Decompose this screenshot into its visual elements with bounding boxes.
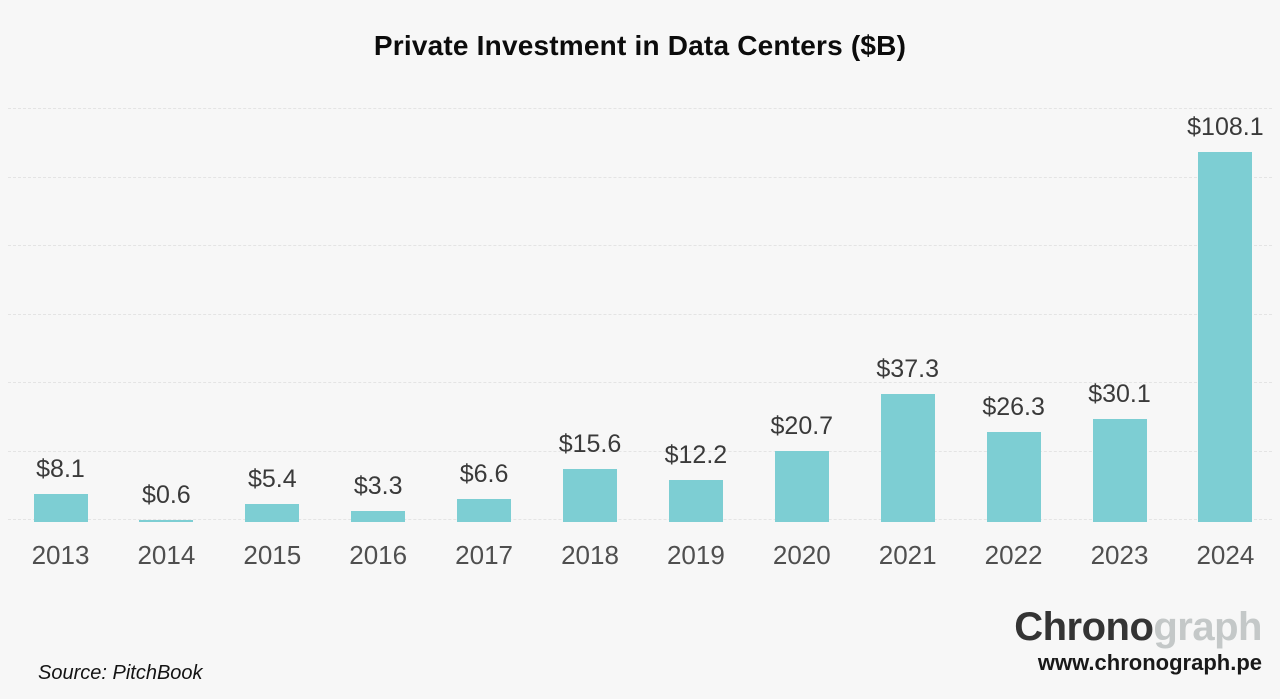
bar (245, 503, 300, 522)
bar (139, 519, 194, 522)
chronograph-logo: Chronograph (1014, 606, 1262, 648)
source-note: Source: PitchBook (38, 662, 203, 684)
gridline (8, 245, 1272, 246)
chart-title: Private Investment in Data Centers ($B) (373, 30, 907, 61)
logo-text-light: graph (1153, 605, 1262, 649)
bar-value-label: $8.1 (36, 455, 85, 484)
bar-value-label: $0.6 (142, 480, 191, 509)
x-axis-label: 2019 (666, 540, 725, 570)
x-axis-label: 2018 (561, 540, 619, 570)
bar (1092, 418, 1147, 522)
x-axis-label: 2020 (772, 540, 831, 570)
x-axis-label: 2013 (31, 540, 90, 570)
branding-block: Chronograph www.chronograph.pe (1014, 606, 1262, 676)
x-axis-label: 2016 (349, 540, 408, 570)
gridline (8, 450, 1272, 452)
x-axis-label: 2021 (878, 540, 937, 570)
bar (563, 468, 617, 522)
bar-value-label: $5.4 (247, 464, 297, 493)
bar (351, 510, 406, 522)
bar (457, 499, 512, 522)
x-axis-label: 2017 (455, 540, 514, 570)
bar-value-label: $37.3 (876, 355, 939, 384)
bar (774, 451, 829, 522)
gridline (8, 382, 1272, 383)
gridline (8, 108, 1272, 109)
gridline (8, 519, 1272, 520)
bar-value-label: $15.6 (558, 429, 622, 458)
bar (33, 494, 88, 522)
bar-value-label: $6.6 (459, 460, 509, 489)
bar-value-label: $12.2 (664, 441, 728, 470)
gridline (8, 176, 1272, 178)
bar (880, 394, 935, 522)
site-url: www.chronograph.pe (1037, 650, 1262, 675)
bar-value-label: $30.1 (1088, 379, 1151, 408)
bar (986, 431, 1041, 522)
bar-value-label: $108.1 (1187, 112, 1264, 141)
bar (1198, 151, 1253, 522)
bar (668, 480, 723, 522)
gridline (8, 313, 1272, 315)
x-axis-label: 2023 (1090, 540, 1149, 570)
logo-text-dark: Chrono (1014, 605, 1154, 649)
x-axis-label: 2024 (1196, 540, 1255, 570)
bar-value-label: $3.3 (353, 471, 403, 500)
bar-value-label: $26.3 (982, 392, 1045, 421)
bar-chart: $8.1 $0.6 $5.4 $3.3 $6.6 $15.6 $12.2 $20.7 $37.3… (0, 108, 1280, 522)
bar-value-label: $20.7 (770, 412, 834, 441)
x-axis-label: 2014 (137, 540, 196, 570)
x-axis-label: 2015 (243, 540, 302, 570)
x-axis-label: 2022 (984, 540, 1043, 570)
